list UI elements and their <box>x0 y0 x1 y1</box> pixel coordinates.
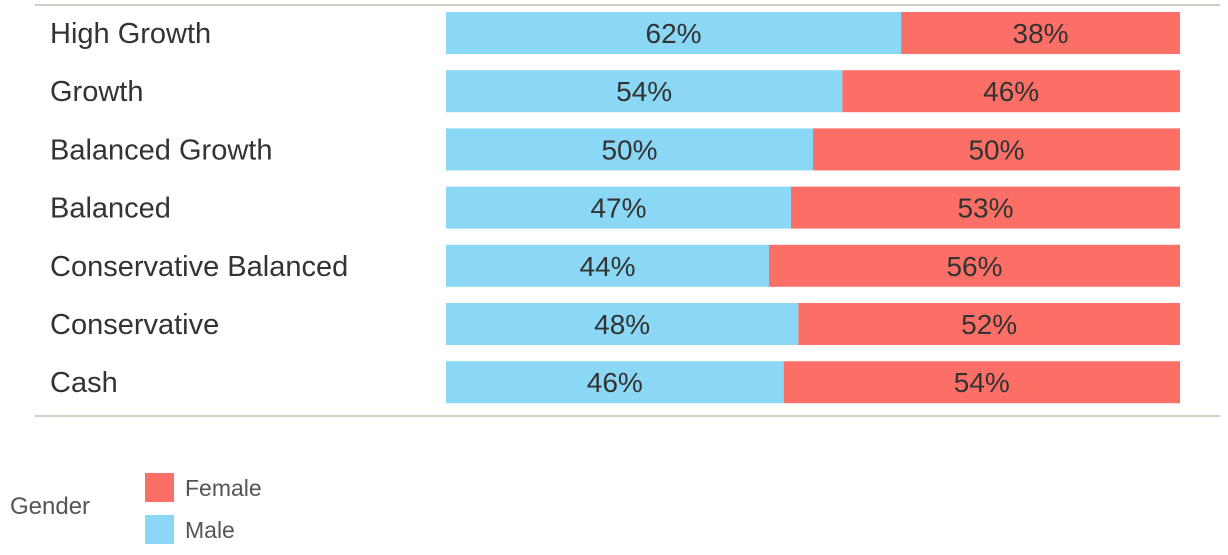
value-label-male-balanced: 47% <box>590 193 646 224</box>
category-label-growth: Growth <box>50 76 143 108</box>
value-label-female-conservative-balanced: 56% <box>946 251 1002 282</box>
value-label-male-conservative: 48% <box>594 309 650 340</box>
legend-label-female: Female <box>185 475 262 501</box>
category-label-high-growth: High Growth <box>50 18 211 50</box>
value-label-male-conservative-balanced: 44% <box>579 251 635 282</box>
value-label-male-high-growth: 62% <box>646 18 702 49</box>
legend-title: Gender <box>10 493 90 520</box>
category-label-balanced: Balanced <box>50 193 171 225</box>
legend-swatch-male <box>145 515 174 544</box>
bar-male-balanced <box>446 186 791 229</box>
value-label-female-balanced: 53% <box>957 193 1013 224</box>
bar-male-cash <box>446 361 784 404</box>
value-label-female-growth: 46% <box>983 76 1039 107</box>
value-label-male-growth: 54% <box>616 76 672 107</box>
value-label-male-balanced-growth: 50% <box>601 134 657 165</box>
bar-male-high-growth <box>446 12 902 54</box>
bar-female-cash <box>783 361 1180 404</box>
bar-female-balanced-growth <box>813 128 1180 171</box>
bar-male-growth <box>446 70 843 113</box>
bar-female-high-growth <box>901 12 1180 54</box>
category-label-balanced-growth: Balanced Growth <box>50 134 272 166</box>
category-label-conservative-balanced: Conservative Balanced <box>50 251 348 283</box>
value-label-female-conservative: 52% <box>961 309 1017 340</box>
value-label-female-cash: 54% <box>954 367 1010 398</box>
legend-swatch-female <box>145 473 174 502</box>
bar-female-balanced <box>790 186 1180 229</box>
bar-male-conservative-balanced <box>446 244 769 287</box>
bar-female-conservative <box>798 303 1180 345</box>
bar-female-conservative-balanced <box>768 244 1180 287</box>
bar-female-growth <box>842 70 1180 113</box>
legend-label-male: Male <box>185 517 235 543</box>
category-label-cash: Cash <box>50 367 118 399</box>
legend: Gender Female Male <box>10 473 262 544</box>
bar-male-conservative <box>446 303 799 345</box>
bar-male-balanced-growth <box>446 128 813 171</box>
value-label-female-balanced-growth: 50% <box>968 134 1024 165</box>
category-label-conservative: Conservative <box>50 309 219 341</box>
value-label-male-cash: 46% <box>587 367 643 398</box>
bars-group: High Growth 62% 38% Growth 54% 46% Balanced Gr… <box>50 12 1180 404</box>
value-label-female-high-growth: 38% <box>1013 18 1069 49</box>
